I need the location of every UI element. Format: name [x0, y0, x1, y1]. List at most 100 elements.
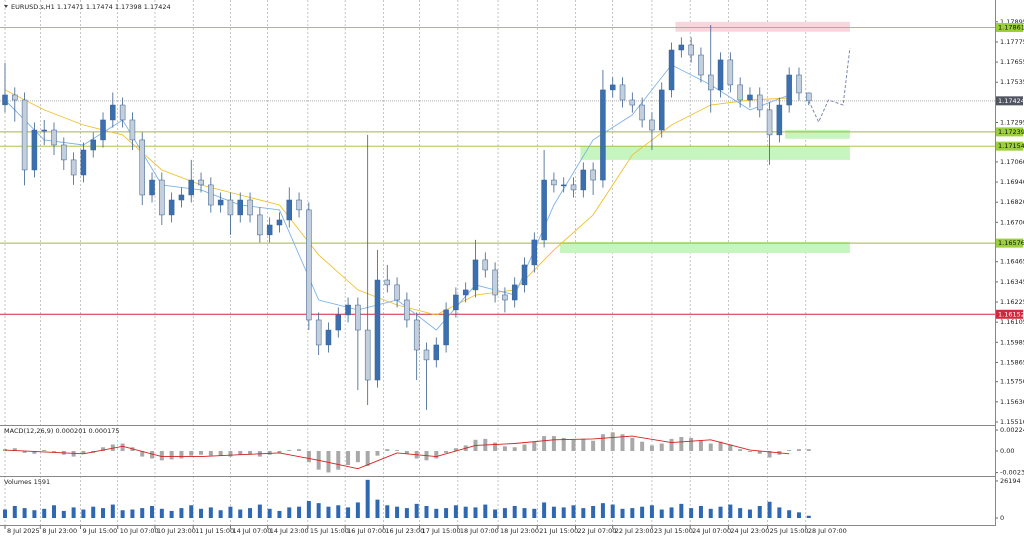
y-tick-label: 1.16465 — [1000, 258, 1024, 266]
current-price-label-box — [996, 96, 1023, 106]
macd-bar — [669, 438, 674, 451]
volume-bar — [522, 508, 527, 518]
macd-bar — [395, 450, 400, 451]
volume-bar — [718, 506, 723, 518]
volume-bar — [61, 510, 66, 518]
x-tick-label: 11 Jul 15:00 — [195, 527, 234, 535]
candle-body — [521, 264, 528, 286]
candle-body — [80, 149, 87, 176]
volume-bar — [130, 509, 135, 518]
volume-bar — [473, 507, 478, 518]
x-tick-label: 8 Jul 2025 — [7, 527, 40, 535]
x-tick-label: 16 Jul 23:00 — [385, 527, 424, 535]
candle-body — [2, 94, 8, 106]
macd-bar — [169, 451, 174, 460]
volume-bar — [297, 506, 302, 518]
level-label-box — [996, 238, 1023, 248]
volume-bar — [796, 512, 801, 518]
y-tick-label: 1.17655 — [1000, 58, 1024, 66]
zone — [675, 21, 850, 32]
candle-body — [404, 299, 410, 321]
macd-bar — [297, 449, 302, 451]
volume-bar — [228, 506, 233, 518]
macd-header: MACD(12,26,9) 0.000201 0.000175 — [4, 427, 120, 435]
macd-bar — [306, 451, 311, 463]
x-tick-label: 22 Jul 07:00 — [577, 527, 616, 535]
macd-bar — [610, 432, 615, 451]
candle-body — [560, 184, 567, 187]
macd-bar — [355, 451, 360, 463]
macd-bar — [708, 443, 713, 451]
candle-body — [570, 184, 577, 191]
volume-bar — [649, 505, 654, 518]
level-label: 1.17154 — [998, 142, 1024, 150]
candle-body — [639, 104, 645, 121]
volume-bar — [787, 510, 792, 518]
level-label: 1.16152 — [998, 310, 1024, 318]
macd-bar — [571, 439, 576, 451]
y-tick-label: 1.16820 — [1000, 198, 1024, 206]
candle-body — [619, 84, 626, 101]
volume-bar — [571, 505, 576, 518]
volume-bar — [757, 505, 762, 518]
volume-bar — [777, 507, 782, 518]
candle-body — [737, 84, 743, 101]
y-tick-label: 1.17535 — [1000, 78, 1024, 86]
candle-body — [590, 169, 596, 181]
macd-bar — [101, 447, 106, 451]
level-label: 1.16576 — [998, 239, 1024, 247]
x-tick-label: 24 Jul 07:00 — [692, 527, 731, 535]
macd-bar — [120, 443, 125, 451]
volume-bar — [395, 506, 400, 518]
x-tick-label: 22 Jul 23:00 — [615, 527, 654, 535]
x-tick-label: 15 Jul 15:00 — [310, 527, 349, 535]
volume-bar — [385, 505, 390, 518]
volume-bar — [689, 508, 694, 518]
candle-body — [629, 99, 636, 106]
candle-body — [178, 194, 185, 201]
volume-bar — [316, 503, 321, 518]
macd-bar — [620, 434, 625, 451]
volume-bar — [375, 499, 380, 518]
macd-bar — [561, 437, 566, 451]
candle-body — [296, 199, 302, 211]
candle-body — [384, 279, 391, 286]
volume-bar — [728, 504, 733, 518]
macd-bar — [385, 449, 390, 451]
volume-bar — [444, 508, 449, 518]
ohlc-close: 1.17424 — [144, 3, 171, 11]
volume-bar — [708, 508, 713, 518]
macd-bar — [404, 451, 409, 454]
x-tick-label: 21 Jul 15:00 — [539, 527, 578, 535]
macd-bar — [542, 436, 547, 451]
macd-bar — [659, 443, 664, 451]
volume-bar — [669, 507, 674, 518]
y-tick-label: 0.00 — [1000, 447, 1014, 455]
menu-arrow[interactable] — [4, 5, 8, 8]
candle-body — [374, 279, 381, 381]
candle-body — [531, 239, 538, 266]
volume-bar — [424, 505, 429, 518]
macd-bar — [689, 437, 694, 451]
volume-bar — [71, 507, 76, 518]
candle-body — [335, 314, 342, 331]
macd-bar — [649, 445, 654, 451]
volume-bar — [110, 504, 115, 518]
candle-body — [492, 269, 498, 296]
volume-bar — [630, 508, 635, 518]
volume-bar — [404, 508, 409, 518]
macd-bar — [150, 451, 155, 459]
candle-body — [453, 294, 459, 311]
volume-bar — [591, 505, 596, 518]
macd-main: 0.000201 — [55, 427, 86, 435]
y-tick-label: 1.15510 — [1000, 418, 1024, 426]
candle-body — [12, 94, 18, 101]
candle-body — [394, 284, 400, 301]
candle-body — [237, 199, 243, 216]
candle-body — [796, 74, 802, 94]
volume-bar — [581, 508, 586, 518]
candle-body — [462, 289, 469, 296]
ohlc-high: 1.17474 — [86, 3, 113, 11]
candle-body — [600, 89, 606, 181]
